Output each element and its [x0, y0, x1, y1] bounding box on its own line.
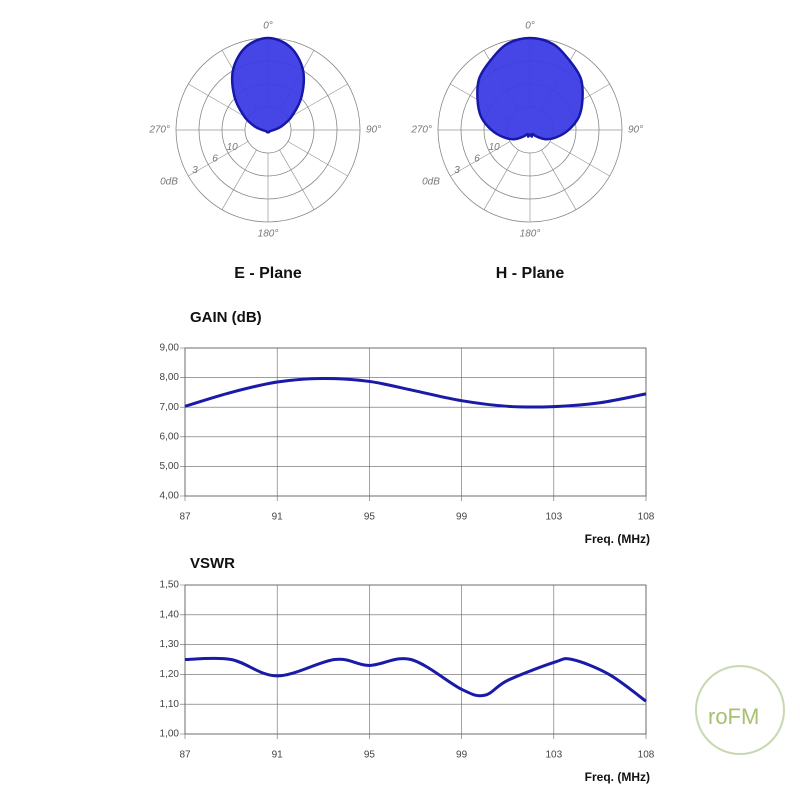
logo-ring: [695, 665, 785, 755]
x-tick-label: 99: [456, 512, 468, 523]
spoke: [541, 149, 577, 210]
y-tick-label: 7,00: [160, 402, 180, 413]
y-tick-label: 9,00: [160, 343, 180, 354]
plot-frame: [184, 347, 647, 497]
chart-title: VSWR: [190, 555, 235, 572]
y-tick-label: 1,50: [160, 580, 180, 591]
x-tick-label: 91: [272, 512, 284, 523]
x-tick-label: 95: [364, 512, 376, 523]
x-tick-label: 87: [179, 750, 191, 761]
y-tick-label: 4,00: [160, 491, 180, 502]
angle-tick-label: 0°: [263, 21, 273, 32]
spoke: [221, 149, 257, 210]
r-tick-label: 10: [489, 142, 501, 153]
x-axis-label: Freq. (MHz): [585, 770, 650, 784]
spoke: [483, 149, 519, 210]
chart-title: H - Plane: [496, 265, 565, 282]
spoke: [287, 141, 348, 177]
y-tick-label: 8,00: [160, 372, 180, 383]
x-tick-label: 99: [456, 750, 468, 761]
angle-tick-label: 90°: [628, 125, 643, 136]
pattern: [476, 36, 584, 141]
angle-tick-label: 0°: [525, 21, 535, 32]
spoke: [450, 141, 511, 177]
x-tick-label: 87: [179, 512, 191, 523]
pattern: [230, 36, 306, 134]
x-axis-label: Freq. (MHz): [585, 532, 650, 546]
r-tick-label: 3: [192, 165, 198, 176]
x-tick-label: 95: [364, 750, 376, 761]
line: [184, 656, 647, 703]
line: [184, 376, 647, 409]
y-tick-label: 6,00: [160, 431, 180, 442]
r-tick-label: 3: [454, 165, 460, 176]
y-tick-label: 1,00: [160, 729, 180, 740]
spoke: [549, 141, 610, 177]
y-tick-label: 5,00: [160, 461, 180, 472]
r-tick-label: 0dB: [422, 177, 440, 188]
angle-tick-label: 270°: [148, 125, 170, 136]
x-tick-label: 108: [638, 750, 655, 761]
angle-tick-label: 270°: [410, 125, 432, 136]
watermark: roFM: [708, 704, 759, 729]
y-tick-label: 1,10: [160, 699, 180, 710]
angle-tick-label: 180°: [258, 229, 279, 240]
spoke: [287, 83, 348, 119]
x-tick-label: 91: [272, 750, 284, 761]
y-tick-label: 1,30: [160, 639, 180, 650]
x-tick-label: 103: [545, 512, 562, 523]
spoke: [279, 149, 315, 210]
spoke: [188, 141, 249, 177]
chart-title: GAIN (dB): [190, 309, 262, 326]
r-tick-label: 10: [227, 142, 239, 153]
chart-title: E - Plane: [234, 265, 302, 282]
r-tick-label: 6: [212, 154, 218, 165]
spoke: [188, 83, 249, 119]
x-tick-label: 103: [545, 750, 562, 761]
y-tick-label: 1,40: [160, 609, 180, 620]
x-tick-label: 108: [638, 512, 655, 523]
r-tick-label: 0dB: [160, 177, 178, 188]
y-tick-label: 1,20: [160, 669, 180, 680]
angle-tick-label: 90°: [366, 125, 381, 136]
angle-tick-label: 180°: [520, 229, 541, 240]
r-tick-label: 6: [474, 154, 480, 165]
